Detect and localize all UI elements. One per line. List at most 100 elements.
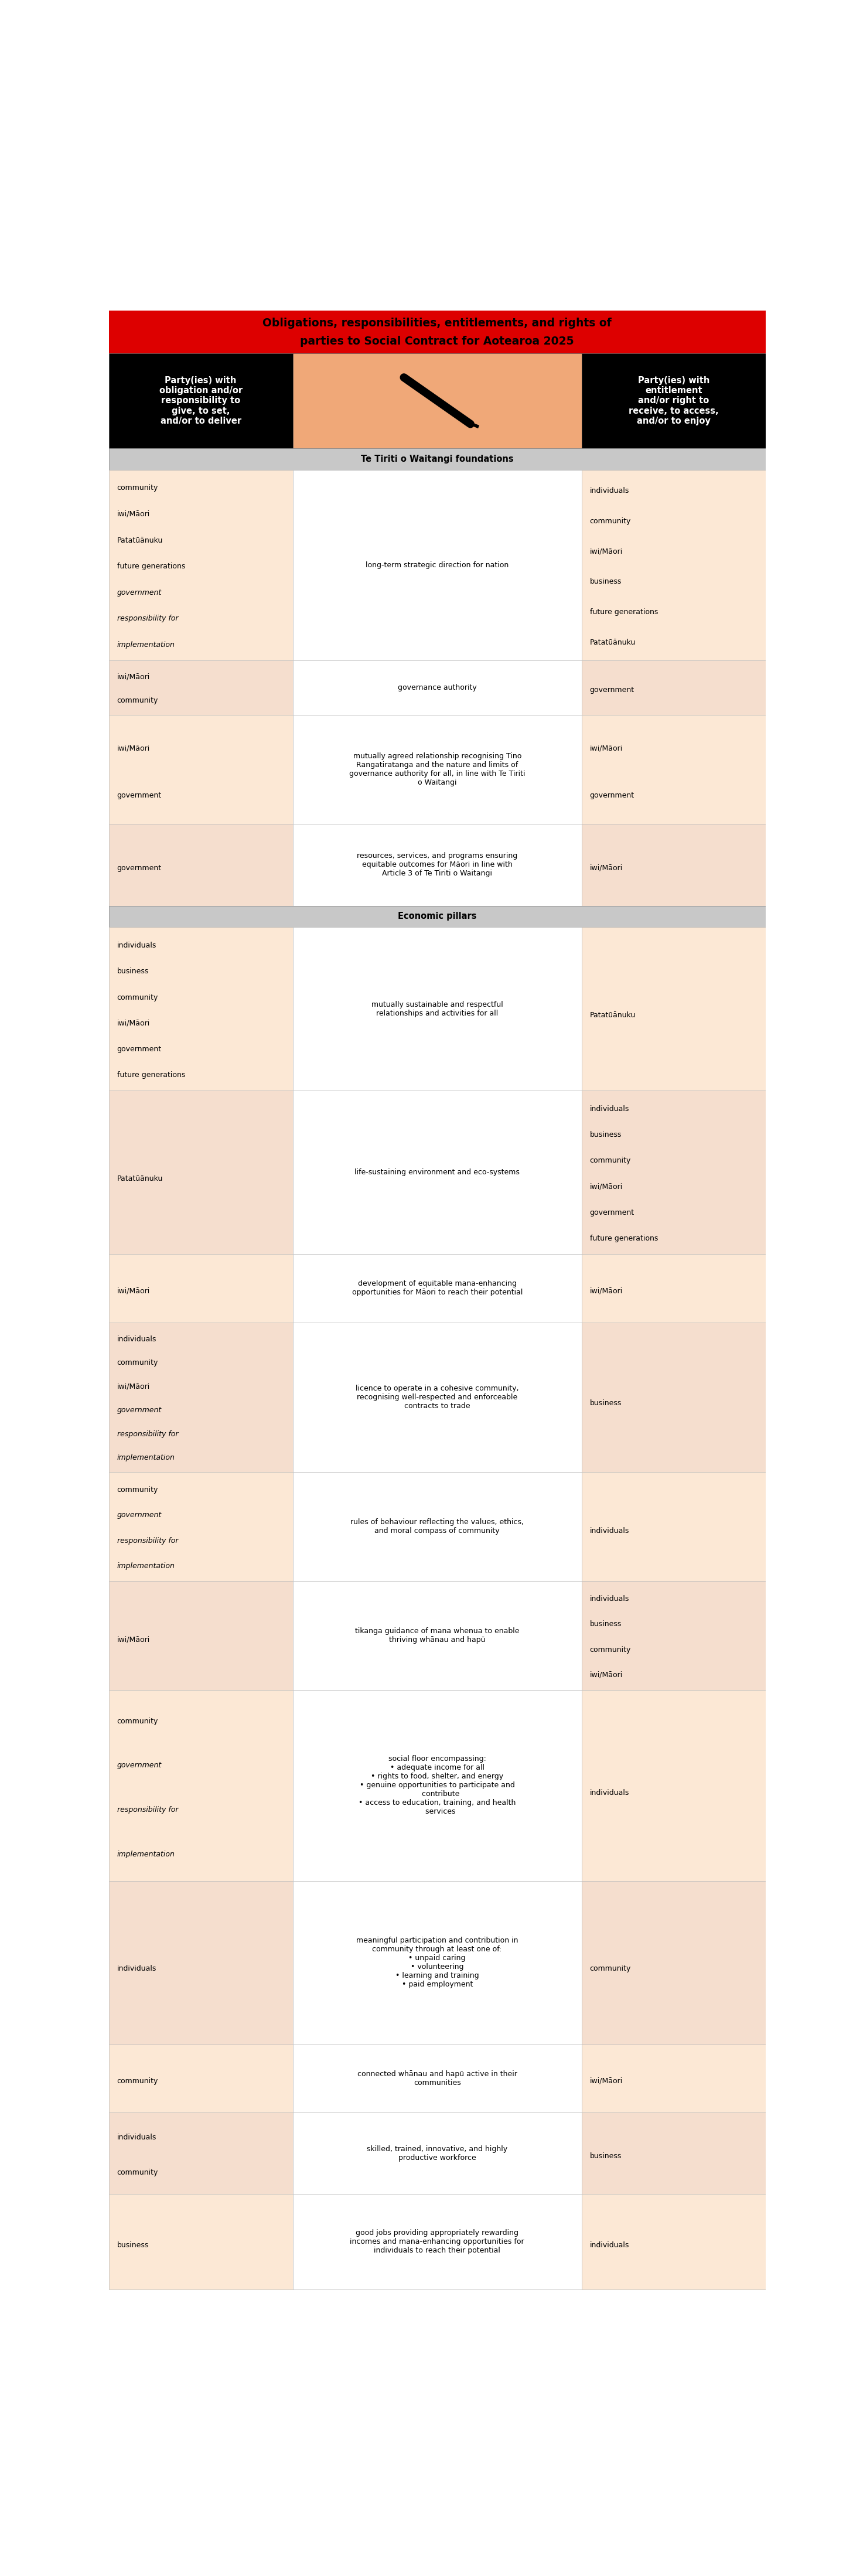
Text: development of equitable mana-enhancing
opportunities for Māori to reach their p: development of equitable mana-enhancing …: [351, 1280, 523, 1296]
Text: implementation: implementation: [117, 1561, 175, 1569]
Text: iwi/Māori: iwi/Māori: [589, 1672, 623, 1680]
Bar: [109, 1690, 293, 1880]
Bar: [293, 1090, 582, 1255]
Text: meaningful participation and contribution in
community through at least one of:
: meaningful participation and contributio…: [357, 1937, 518, 1989]
Text: licence to operate in a cohesive community,
recognising well-respected and enfor: licence to operate in a cohesive communi…: [356, 1386, 519, 1409]
Bar: [293, 353, 582, 448]
Bar: [582, 1880, 765, 2045]
Text: government: government: [117, 1762, 161, 1770]
Bar: [293, 1321, 582, 1471]
Bar: [109, 659, 293, 716]
Text: individuals: individuals: [117, 2133, 156, 2141]
Bar: [109, 1090, 293, 1255]
Text: business: business: [117, 2241, 148, 2249]
Bar: [582, 2045, 765, 2112]
Text: iwi/Māori: iwi/Māori: [589, 1288, 623, 1296]
Text: community: community: [117, 2169, 158, 2177]
Text: connected whānau and hapū active in their
communities: connected whānau and hapū active in thei…: [357, 2071, 517, 2087]
Text: iwi/Māori: iwi/Māori: [117, 672, 150, 680]
Bar: [293, 469, 582, 659]
Text: community: community: [117, 2076, 158, 2084]
Text: community: community: [589, 1646, 631, 1654]
Text: business: business: [589, 1399, 622, 1406]
Text: implementation: implementation: [117, 1453, 175, 1461]
Text: iwi/Māori: iwi/Māori: [117, 510, 150, 518]
Bar: [109, 927, 293, 1090]
Bar: [109, 1880, 293, 2045]
Bar: [293, 1255, 582, 1321]
Text: Economic pillars: Economic pillars: [397, 912, 477, 920]
Text: iwi/Māori: iwi/Māori: [117, 1020, 150, 1028]
Text: business: business: [589, 1131, 622, 1139]
Bar: [293, 1880, 582, 2045]
Text: tikanga guidance of mana whenua to enable
thriving whānau and hapū: tikanga guidance of mana whenua to enabl…: [355, 1628, 519, 1643]
Text: rules of behaviour reflecting the values, ethics,
and moral compass of community: rules of behaviour reflecting the values…: [351, 1517, 524, 1535]
Bar: [109, 1582, 293, 1690]
Text: business: business: [589, 1620, 622, 1628]
Bar: [293, 1471, 582, 1582]
Bar: [582, 469, 765, 659]
Bar: [582, 1582, 765, 1690]
Text: community: community: [117, 1718, 158, 1726]
Bar: [582, 659, 765, 716]
Text: life-sustaining environment and eco-systems: life-sustaining environment and eco-syst…: [355, 1170, 519, 1177]
Text: iwi/Māori: iwi/Māori: [589, 863, 623, 871]
Text: individuals: individuals: [589, 1788, 630, 1795]
Bar: [293, 2112, 582, 2195]
Text: community: community: [589, 1157, 631, 1164]
Bar: [293, 824, 582, 907]
Text: Patatūānuku: Patatūānuku: [117, 536, 163, 544]
Text: Party(ies) with
obligation and/or
responsibility to
give, to set,
and/or to deli: Party(ies) with obligation and/or respon…: [159, 376, 242, 425]
Bar: [109, 716, 293, 824]
Bar: [293, 659, 582, 716]
Text: Patatūānuku: Patatūānuku: [117, 1175, 163, 1182]
Text: future generations: future generations: [589, 1234, 658, 1242]
Text: government: government: [589, 1208, 635, 1216]
Text: government: government: [589, 685, 635, 693]
Text: Patatūānuku: Patatūānuku: [589, 1012, 635, 1020]
Bar: [293, 927, 582, 1090]
Text: business: business: [589, 577, 622, 585]
Text: iwi/Māori: iwi/Māori: [117, 744, 150, 752]
Text: government: government: [117, 1046, 161, 1054]
Text: community: community: [589, 1965, 631, 1973]
Bar: [109, 2112, 293, 2195]
Bar: [582, 716, 765, 824]
Text: government: government: [117, 590, 161, 595]
Text: resources, services, and programs ensuring
equitable outcomes for Māori in line : resources, services, and programs ensuri…: [357, 853, 518, 878]
Bar: [293, 1690, 582, 1880]
Bar: [109, 907, 766, 927]
Text: long-term strategic direction for nation: long-term strategic direction for nation: [366, 562, 508, 569]
Text: responsibility for: responsibility for: [117, 1430, 178, 1437]
Text: iwi/Māori: iwi/Māori: [117, 1288, 150, 1296]
Text: government: government: [589, 791, 635, 799]
Text: responsibility for: responsibility for: [117, 1538, 178, 1546]
Text: Patatūānuku: Patatūānuku: [589, 639, 635, 647]
Text: community: community: [117, 484, 158, 492]
Bar: [582, 1255, 765, 1321]
Text: future generations: future generations: [117, 562, 185, 569]
Text: government: government: [117, 863, 161, 871]
Bar: [582, 353, 765, 448]
Text: iwi/Māori: iwi/Māori: [589, 2076, 623, 2084]
Bar: [109, 2045, 293, 2112]
Bar: [582, 1090, 765, 1255]
Text: future generations: future generations: [589, 608, 658, 616]
Text: responsibility for: responsibility for: [117, 1806, 178, 1814]
Bar: [109, 448, 766, 469]
Text: government: government: [117, 1512, 161, 1520]
Text: individuals: individuals: [589, 1595, 630, 1602]
Text: individuals: individuals: [117, 1965, 156, 1973]
Text: iwi/Māori: iwi/Māori: [117, 1383, 150, 1391]
Text: community: community: [117, 994, 158, 1002]
Text: future generations: future generations: [117, 1072, 185, 1079]
Bar: [582, 824, 765, 907]
Text: individuals: individuals: [589, 1105, 630, 1113]
Text: Obligations, responsibilities, entitlements, and rights of: Obligations, responsibilities, entitleme…: [263, 317, 612, 330]
Bar: [582, 927, 765, 1090]
Text: individuals: individuals: [589, 1528, 630, 1535]
Text: Te Tiriti o Waitangi foundations: Te Tiriti o Waitangi foundations: [361, 453, 514, 464]
Bar: [109, 312, 766, 353]
Bar: [109, 1471, 293, 1582]
Bar: [582, 2112, 765, 2195]
